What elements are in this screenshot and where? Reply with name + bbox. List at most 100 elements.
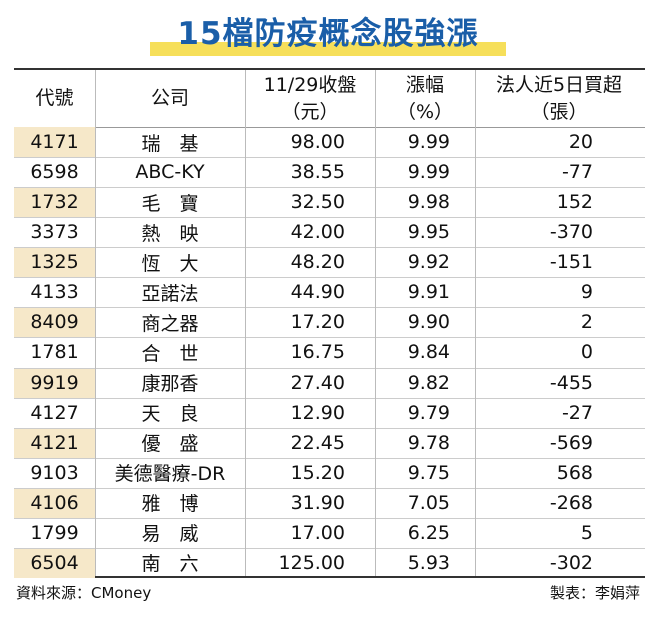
table-cell: -77 (561, 161, 593, 184)
column-rule (245, 70, 246, 576)
row-rule (14, 367, 645, 369)
row-rule (14, 277, 645, 279)
header-line: （%） (396, 100, 454, 123)
row-highlight (14, 487, 95, 518)
row-rule (14, 457, 645, 459)
row-rule (14, 307, 645, 309)
table-cell: 9.84 (407, 341, 450, 364)
row-rule (14, 157, 645, 159)
table-cell: 9.90 (407, 311, 450, 334)
table-cell: 125.00 (278, 551, 345, 574)
row-rule (14, 337, 645, 339)
header-line: 漲幅 (405, 73, 444, 96)
table-cell: 5 (580, 521, 593, 544)
table-cell: 9 (580, 281, 593, 304)
table-cell: 22.45 (290, 431, 345, 454)
table-cell: 4171 (30, 131, 79, 154)
table-cell: -302 (549, 551, 593, 574)
row-rule (14, 217, 645, 219)
row-rule (14, 187, 645, 189)
table-cell: 568 (556, 461, 593, 484)
table-cell: 38.55 (290, 161, 345, 184)
table-cell: -27 (561, 401, 593, 424)
table-cell: 9.75 (407, 461, 450, 484)
source: 資料來源：CMoney (16, 584, 152, 602)
table-cell: 20 (568, 131, 593, 154)
table-cell: 44.90 (290, 281, 345, 304)
column-rule (475, 70, 476, 576)
table-cell: 6504 (30, 551, 79, 574)
header-line: （元） (281, 100, 339, 123)
table-cell: 17.20 (290, 311, 345, 334)
column-header: 11/29收盤 （元） (245, 70, 375, 127)
title-highlight (150, 42, 506, 56)
table-cell: 17.00 (290, 521, 345, 544)
row-rule (14, 397, 645, 399)
table-cell: 9.82 (407, 371, 450, 394)
table-cell: 1732 (30, 191, 79, 214)
table-cell: 雅 博 (141, 493, 199, 516)
table-cell: 15.20 (290, 461, 345, 484)
table-cell: 熱 映 (141, 222, 199, 245)
table-cell: 易 威 (141, 523, 199, 546)
row-rule (14, 247, 645, 249)
row-highlight (14, 307, 95, 338)
table-cell: 152 (556, 191, 593, 214)
table-cell: 1325 (30, 251, 79, 274)
table-cell: 南 六 (141, 553, 199, 576)
table: 代號 公司 11/29收盤 （元） 漲幅 （%） 法人近5日買超 （張） 4171 瑞 基 98.0… (14, 68, 645, 578)
table-cell: 商之器 (141, 312, 199, 335)
table-cell: 4133 (30, 281, 79, 304)
table-cell: 天 良 (141, 403, 199, 426)
table-cell: 9.98 (407, 191, 450, 214)
table-cell: 98.00 (290, 131, 345, 154)
table-cell: -370 (549, 221, 593, 244)
table-cell: 9.95 (407, 221, 450, 244)
column-header: 公司 (95, 70, 245, 127)
title: 15檔防疫概念股強漲 (177, 16, 479, 52)
row-highlight (14, 427, 95, 458)
table-cell: 9.92 (407, 251, 450, 274)
table-cell: 6598 (30, 161, 79, 184)
row-rule (14, 427, 645, 429)
table-cell: 9.99 (407, 161, 450, 184)
table-cell: 1799 (30, 521, 79, 544)
table-cell: 優 盛 (141, 433, 199, 456)
table-cell: 4127 (30, 401, 79, 424)
table-cell: 16.75 (290, 341, 345, 364)
row-rule (14, 517, 645, 519)
table-cell: -151 (549, 251, 593, 274)
table-cell: 美德醫療-DR (114, 463, 226, 486)
table-cell: 7.05 (407, 491, 450, 514)
credit: 製表：李娟萍 (549, 584, 640, 602)
table-cell: 12.90 (290, 401, 345, 424)
table-cell: 32.50 (290, 191, 345, 214)
table-cell: 0 (580, 341, 593, 364)
row-highlight (14, 367, 95, 398)
table-cell: 27.40 (290, 371, 345, 394)
table-cell: 48.20 (290, 251, 345, 274)
table-cell: 9103 (30, 461, 79, 484)
row-highlight (14, 247, 95, 278)
column-header: 法人近5日買超 （張） (475, 70, 643, 127)
header-line: （張） (530, 100, 588, 123)
table-cell: 亞諾法 (141, 282, 199, 305)
table-cell: 9.99 (407, 131, 450, 154)
table-cell: 瑞 基 (141, 132, 199, 155)
table-cell: 6.25 (407, 521, 450, 544)
table-cell: 4121 (30, 431, 79, 454)
header-line: 公司 (150, 87, 189, 109)
table-cell: 恆 大 (141, 252, 199, 275)
table-cell: 9.79 (407, 401, 450, 424)
table-cell: 8409 (30, 311, 79, 334)
row-highlight (14, 127, 95, 158)
header-rule (14, 127, 645, 128)
table-cell: 2 (580, 311, 593, 334)
table-cell: 9.91 (407, 281, 450, 304)
column-header: 代號 (14, 70, 95, 127)
row-rule (14, 547, 645, 549)
row-highlight (14, 547, 95, 578)
column-header: 漲幅 （%） (375, 70, 475, 127)
table-cell: 9919 (30, 371, 79, 394)
